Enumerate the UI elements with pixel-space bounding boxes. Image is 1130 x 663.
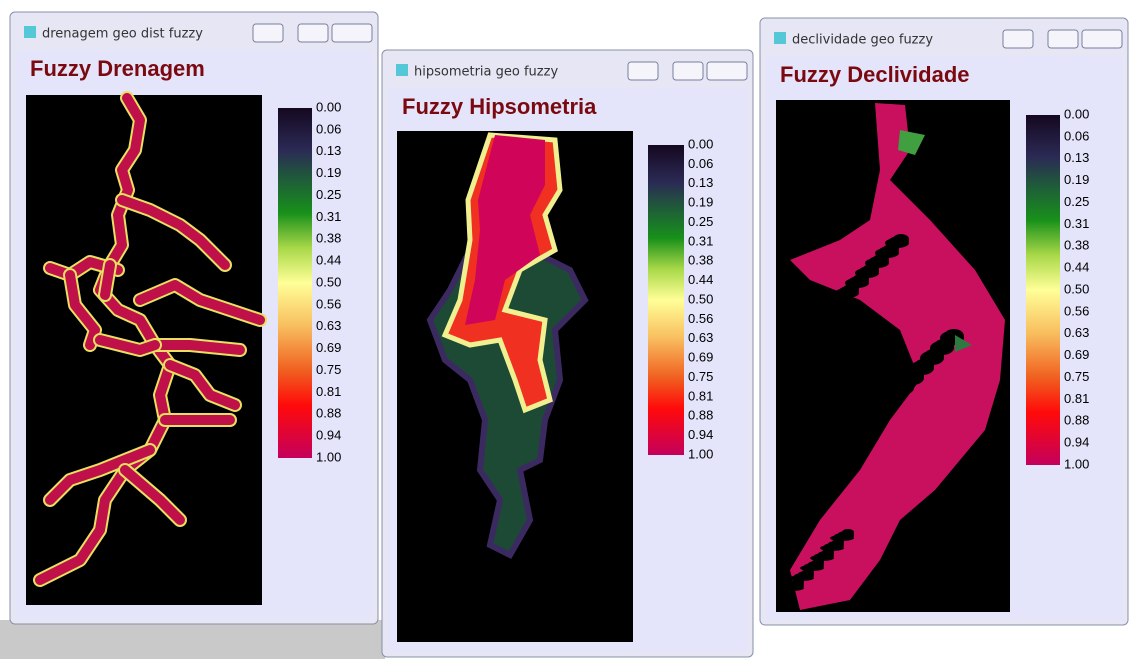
legend-label: 0.31	[1064, 216, 1089, 231]
slope-hole	[842, 529, 854, 535]
legend-label: 0.94	[316, 428, 341, 443]
legend-label: 0.44	[1064, 260, 1089, 275]
legend-label: 0.94	[688, 427, 713, 442]
legend-label: 0.50	[688, 291, 713, 306]
slope-hole	[989, 432, 1009, 450]
legend-label: 0.56	[688, 311, 713, 326]
app-icon	[396, 64, 408, 76]
legend-label: 0.63	[316, 318, 341, 333]
legend-label: 0.69	[688, 350, 713, 365]
legend-bar	[648, 145, 684, 455]
legend-label: 0.13	[1064, 150, 1089, 165]
window-title: declividade geo fuzzy	[792, 33, 933, 48]
legend-label: 0.19	[1064, 172, 1089, 187]
desktop	[0, 620, 385, 659]
legend-label: 0.38	[316, 231, 341, 246]
legend-label: 0.25	[1064, 194, 1089, 209]
window-title: hipsometria geo fuzzy	[414, 65, 558, 80]
legend-label: 0.81	[688, 388, 713, 403]
legend-label: 0.56	[316, 296, 341, 311]
legend-label: 0.00	[1064, 106, 1089, 121]
legend-label: 0.25	[316, 187, 341, 202]
legend-label: 0.06	[1064, 128, 1089, 143]
window-button[interactable]	[673, 62, 703, 80]
legend-label: 0.19	[316, 165, 341, 180]
legend-label: 0.13	[316, 143, 341, 158]
slope-hole	[786, 197, 794, 203]
window-button[interactable]	[253, 24, 283, 42]
app-icon	[774, 32, 786, 44]
legend-label: 1.00	[316, 449, 341, 464]
legend-label: 0.06	[316, 121, 341, 136]
legend-label: 0.81	[1064, 391, 1089, 406]
legend-label: 0.88	[316, 406, 341, 421]
legend-label: 0.63	[1064, 325, 1089, 340]
map-heading: Fuzzy Drenagem	[30, 56, 205, 81]
legend-label: 0.00	[688, 136, 713, 151]
legend-label: 0.88	[1064, 413, 1089, 428]
window-button[interactable]	[707, 62, 747, 80]
legend-label: 0.44	[316, 253, 341, 268]
legend-label: 0.56	[1064, 303, 1089, 318]
map-heading: Fuzzy Declividade	[780, 62, 970, 87]
legend-label: 0.88	[688, 408, 713, 423]
legend-label: 0.44	[688, 272, 713, 287]
map-heading: Fuzzy Hipsometria	[402, 94, 597, 119]
legend-label: 0.13	[688, 175, 713, 190]
legend-label: 0.50	[316, 274, 341, 289]
legend-label: 0.31	[316, 209, 341, 224]
legend-bar	[278, 108, 312, 458]
legend-label: 1.00	[1064, 456, 1089, 471]
legend-label: 0.94	[1064, 435, 1089, 450]
stream	[155, 345, 240, 350]
legend-label: 1.00	[688, 446, 713, 461]
window-button[interactable]	[1003, 30, 1033, 48]
slope-hole	[893, 234, 909, 244]
legend-label: 0.75	[688, 369, 713, 384]
screen: drenagem geo dist fuzzy Fuzzy Drenagem 0.0…	[0, 0, 1130, 659]
stream	[105, 265, 110, 295]
legend-label: 0.81	[316, 384, 341, 399]
window-button[interactable]	[628, 62, 658, 80]
window-title: drenagem geo dist fuzzy	[42, 27, 203, 42]
window-button[interactable]	[332, 24, 372, 42]
legend-label: 0.38	[1064, 238, 1089, 253]
legend-label: 0.69	[1064, 347, 1089, 362]
legend-bar	[1026, 115, 1060, 465]
window-button[interactable]	[1082, 30, 1122, 48]
slope-hole	[785, 424, 809, 442]
legend-label: 0.06	[688, 156, 713, 171]
legend-label: 0.31	[688, 233, 713, 248]
legend-label: 0.25	[688, 214, 713, 229]
app-icon	[24, 26, 36, 38]
legend-label: 0.38	[688, 253, 713, 268]
window-button[interactable]	[298, 24, 328, 42]
legend-label: 0.75	[1064, 369, 1089, 384]
legend-label: 0.69	[316, 340, 341, 355]
legend-label: 0.75	[316, 362, 341, 377]
legend-label: 0.00	[316, 99, 341, 114]
legend-label: 0.63	[688, 330, 713, 345]
legend-label: 0.50	[1064, 281, 1089, 296]
legend-label: 0.19	[688, 195, 713, 210]
window-button[interactable]	[1048, 30, 1078, 48]
